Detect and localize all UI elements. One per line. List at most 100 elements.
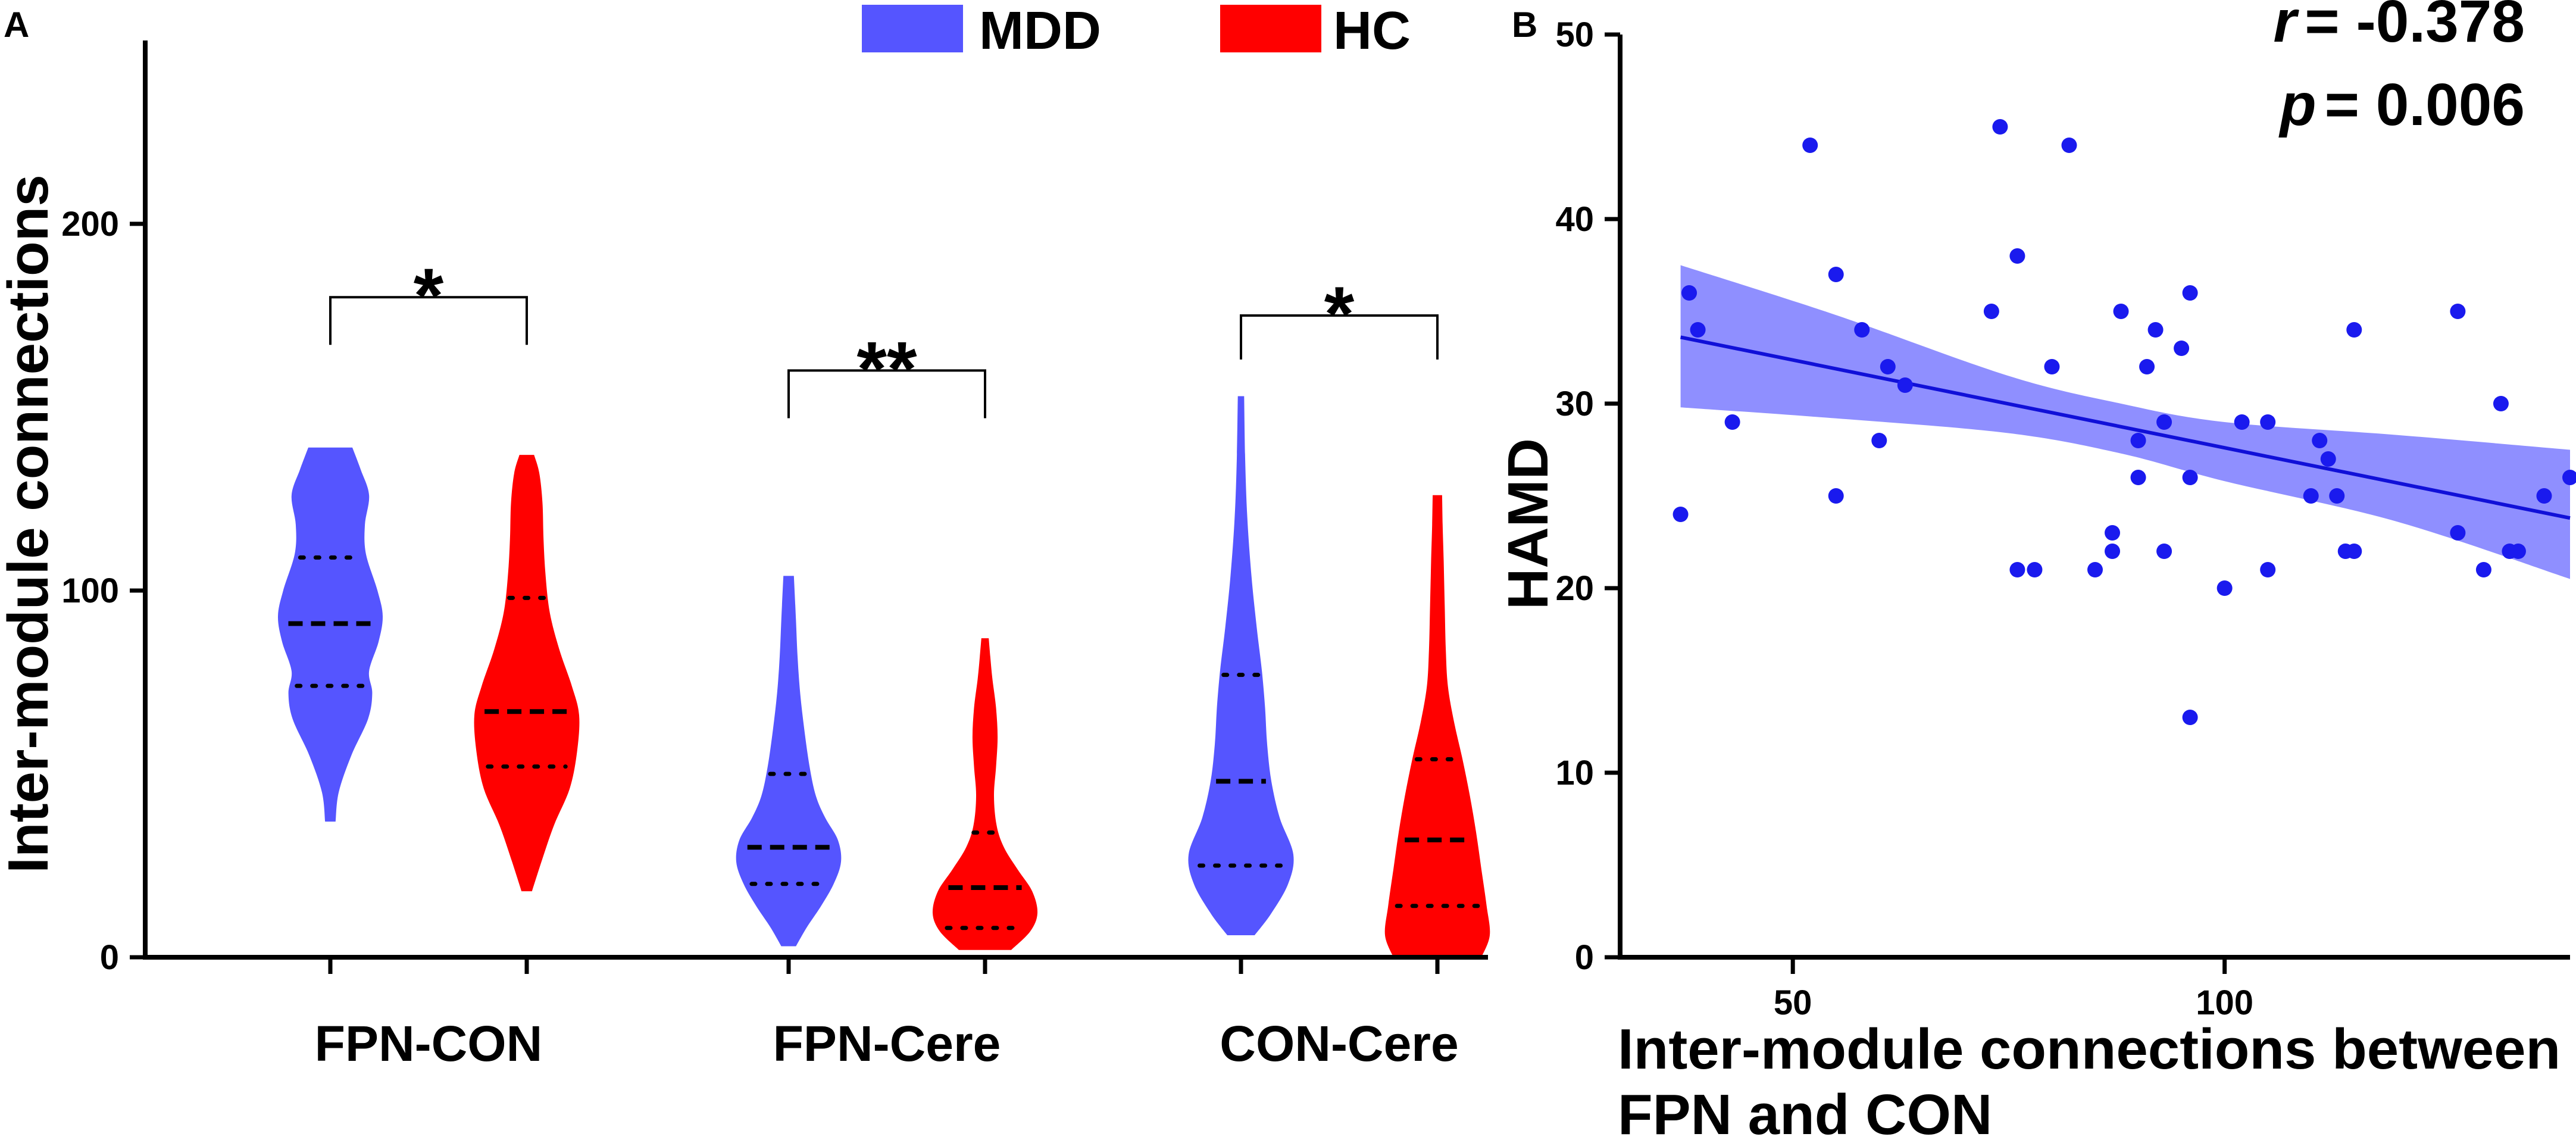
scatter-point — [2450, 525, 2466, 541]
b-y-tick-label: 10 — [1555, 754, 1594, 792]
scatter-point — [2139, 359, 2155, 374]
category-label: FPN-CON — [315, 1016, 543, 1072]
scatter-point — [2217, 580, 2233, 596]
confidence-band — [1680, 265, 2570, 579]
legend-swatch-hc — [1220, 5, 1321, 52]
b-y-tick-label: 20 — [1555, 569, 1594, 608]
significance-bracket — [329, 296, 528, 345]
b-band-layer — [1680, 265, 2571, 579]
scatter-point — [2536, 488, 2552, 504]
violin-mdd-con-cere — [1188, 396, 1294, 935]
scatter-point — [2450, 304, 2466, 319]
a-y-tick-label: 200 — [61, 205, 119, 243]
scatter-point — [1802, 138, 1818, 153]
scatter-point — [1992, 119, 2008, 135]
b-x-axis-title-line-2: FPN and CON — [1618, 1083, 1992, 1143]
significance-label: * — [1324, 270, 1355, 357]
scatter-point — [1724, 414, 1740, 430]
b-points — [1672, 119, 2576, 725]
scatter-point — [2303, 488, 2319, 504]
violin-mdd-fpn-con — [277, 447, 383, 822]
scatter-point — [2130, 470, 2146, 485]
scatter-point — [1897, 377, 1913, 393]
significance-label: ** — [856, 325, 917, 412]
scatter-point — [2156, 414, 2172, 430]
violin-hc-fpn-con — [474, 455, 580, 892]
violin-hc-con-cere — [1384, 495, 1490, 957]
a-y-tick-label: 100 — [61, 572, 119, 610]
scatter-point — [2182, 285, 2198, 301]
significance-label: * — [414, 252, 444, 339]
scatter-point — [1681, 285, 1697, 301]
scatter-point — [2234, 414, 2250, 430]
b-x-axis-title-line-1: Inter-module connections between — [1618, 1017, 2561, 1081]
scatter-point — [2260, 562, 2276, 577]
b-y-tick-label: 40 — [1555, 200, 1594, 239]
scatter-point — [2182, 470, 2198, 485]
legend-label-hc: HC — [1333, 1, 1411, 61]
scatter-point — [2087, 562, 2103, 577]
legend-label-mdd: MDD — [979, 1, 1101, 61]
scatter-point — [2260, 414, 2276, 430]
violin-mdd-fpn-cere — [736, 576, 842, 947]
scatter-point — [1854, 322, 1870, 338]
scatter-point — [2147, 322, 2164, 338]
b-x-tick-label: 50 — [1774, 983, 1812, 1022]
panel-label-a: A — [4, 5, 29, 45]
scatter-point — [2156, 544, 2172, 559]
p-label: p — [2278, 71, 2316, 138]
scatter-point — [2346, 544, 2362, 559]
panel-b-scatter-chart: 0 10 20 30 40 50 50 100 HAMD Inter-module conne… — [1496, 0, 2576, 1143]
panel-label-b: B — [1512, 5, 1537, 45]
violin-hc-fpn-cere — [932, 638, 1038, 950]
b-ticks: 0 10 20 30 40 50 50 100 — [1555, 15, 2253, 1022]
p-value: = 0.006 — [2325, 71, 2525, 138]
category-label: FPN-Cere — [773, 1016, 1001, 1072]
b-y-tick-label: 0 — [1575, 938, 1594, 977]
r-statistic: r = -0.378 — [2273, 0, 2525, 55]
scatter-point — [2105, 525, 2121, 541]
b-y-axis-title: HAMD — [1496, 438, 1560, 610]
scatter-point — [2174, 341, 2190, 356]
scatter-point — [2061, 138, 2077, 153]
scatter-point — [2182, 710, 2198, 725]
scatter-point — [2312, 433, 2328, 448]
scatter-point — [2562, 470, 2576, 485]
a-ticks: 0 100 200 FPN-CON FPN-Cere CON-Cere — [61, 205, 1458, 1072]
b-y-tick-label: 50 — [1555, 15, 1594, 54]
r-value: = -0.378 — [2305, 0, 2525, 55]
scatter-point — [1690, 322, 1706, 338]
p-statistic: p = 0.006 — [2278, 71, 2525, 138]
b-y-tick-label: 30 — [1555, 385, 1594, 423]
legend: MDD HC — [862, 1, 1411, 61]
scatter-point — [1880, 359, 1896, 374]
scatter-point — [2320, 451, 2336, 467]
scatter-point — [2027, 562, 2043, 577]
scatter-point — [1828, 488, 1844, 504]
a-y-axis-title: Inter-module connections — [0, 174, 60, 873]
scatter-point — [1672, 507, 1689, 522]
b-axes — [1618, 35, 2570, 960]
a-y-tick-label: 0 — [100, 938, 119, 977]
r-label: r — [2273, 0, 2299, 55]
regression-line — [1680, 335, 2571, 520]
scatter-point — [2130, 433, 2146, 448]
scatter-point — [2493, 396, 2509, 411]
scatter-point — [2009, 562, 2025, 577]
category-label: CON-Cere — [1220, 1016, 1458, 1072]
significance-bracket — [1240, 314, 1439, 360]
scatter-point — [2105, 544, 2121, 559]
scatter-point — [1983, 304, 1999, 319]
scatter-point — [2009, 248, 2025, 264]
legend-swatch-mdd — [862, 5, 963, 52]
b-x-tick-label: 100 — [2196, 983, 2253, 1022]
scatter-point — [2475, 562, 2491, 577]
scatter-point — [2346, 322, 2362, 338]
scatter-point — [2113, 304, 2129, 319]
scatter-point — [1871, 433, 1887, 448]
scatter-point — [1828, 267, 1844, 282]
scatter-point — [2044, 359, 2060, 374]
a-significance: **** — [329, 252, 1439, 419]
scatter-point — [2510, 544, 2526, 559]
